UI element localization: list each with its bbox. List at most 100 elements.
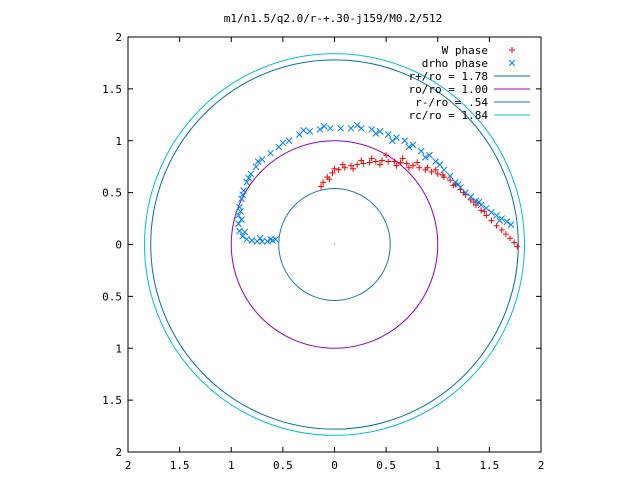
point-+-series-0 (378, 157, 385, 164)
point-x-series-1 (384, 131, 392, 138)
point-x-series-1 (422, 153, 429, 161)
y-tick-label: 2 (115, 446, 122, 459)
ticks: 2 1.5 1 0.5 0 0.5 1 1.5 221.510.500.511.52 (102, 31, 544, 472)
point-x-series-1 (507, 221, 515, 229)
point-x-series-1 (436, 161, 444, 168)
point-x-series-1 (258, 156, 266, 163)
point-+-series-0 (416, 164, 423, 171)
x-tick-label: 0.5 (376, 459, 396, 472)
point-x-series-1 (267, 149, 274, 157)
legend-swatch (509, 47, 515, 53)
point-+-series-0 (428, 168, 435, 175)
point-x-series-1 (451, 178, 459, 186)
point-x-series-1 (241, 228, 249, 236)
x-tick-label: 1 (228, 459, 235, 472)
x-tick-label: 0.5 (273, 459, 293, 472)
points (235, 121, 521, 250)
point-x-series-1 (245, 174, 253, 182)
point-+-series-0 (470, 198, 477, 205)
circle-1 (230, 140, 439, 349)
point-+-series-0 (450, 182, 457, 189)
point-x-series-1 (417, 147, 425, 155)
point-+-series-0 (483, 212, 490, 219)
point-+-series-0 (511, 239, 518, 246)
point-+-series-0 (403, 160, 410, 167)
point-+-series-0 (358, 157, 365, 164)
point-+-series-0 (439, 171, 446, 178)
y-tick-label: 1 (115, 342, 122, 355)
x-tick-label: 1.5 (479, 459, 499, 472)
point-+-series-0 (331, 165, 338, 172)
point-x-series-1 (247, 170, 255, 178)
point-x-series-1 (337, 124, 345, 132)
point-+-series-0 (385, 158, 392, 165)
point-x-series-1 (477, 201, 485, 209)
x-tick-label: 1.5 (170, 459, 190, 472)
legend-label: r-/ro = .54 (415, 96, 488, 109)
point-x-series-1 (488, 208, 495, 216)
circle-3 (144, 53, 525, 436)
legend-label: W phase (442, 44, 488, 57)
point-+-series-0 (354, 161, 361, 168)
point-x-series-1 (300, 127, 307, 134)
y-tick-label: 0.5 (102, 187, 122, 200)
point-x-series-1 (467, 193, 475, 201)
point-+-series-0 (502, 231, 509, 238)
x-tick-label: 0 (331, 459, 338, 472)
point-+-series-0 (472, 202, 479, 209)
point-+-series-0 (348, 162, 355, 169)
point-x-series-1 (238, 195, 245, 203)
point-x-series-1 (320, 122, 328, 130)
point-x-series-1 (243, 235, 251, 243)
point-+-series-0 (493, 222, 500, 229)
point-x-series-1 (388, 137, 396, 145)
point-x-series-1 (248, 236, 256, 244)
point-x-series-1 (239, 232, 246, 240)
x-tick-label: 2 (538, 459, 545, 472)
point-x-series-1 (235, 212, 242, 219)
point-+-series-0 (350, 165, 357, 172)
point-x-series-1 (264, 238, 271, 245)
point-+-series-0 (393, 162, 400, 169)
point-+-series-0 (507, 235, 514, 242)
point-+-series-0 (481, 208, 488, 215)
point-x-series-1 (426, 151, 433, 159)
circles (144, 53, 525, 436)
point-x-series-1 (252, 163, 260, 171)
legend-label: rc/ro = 1.84 (409, 109, 489, 122)
point-+-series-0 (360, 160, 367, 167)
circle-2 (278, 187, 391, 302)
point-x-series-1 (316, 125, 324, 133)
y-tick-label: 2 (115, 31, 122, 44)
point-+-series-0 (467, 196, 474, 203)
x-tick-label: 2 (125, 459, 132, 472)
point-+-series-0 (391, 158, 398, 165)
point-x-series-1 (503, 218, 511, 226)
legend-label: ro/ro = 1.00 (409, 83, 488, 96)
legend-swatch (508, 59, 516, 67)
point-+-series-0 (318, 183, 325, 190)
point-x-series-1 (493, 212, 500, 219)
point-x-series-1 (279, 139, 287, 147)
point-+-series-0 (498, 226, 505, 233)
point-x-series-1 (432, 158, 440, 165)
point-+-series-0 (399, 155, 406, 162)
point-x-series-1 (353, 121, 361, 129)
point-x-series-1 (482, 204, 490, 212)
point-x-series-1 (236, 227, 243, 235)
point-x-series-1 (267, 235, 274, 243)
point-x-series-1 (455, 180, 462, 188)
point-x-series-1 (238, 216, 245, 223)
point-x-series-1 (446, 172, 454, 180)
y-tick-label: 1 (115, 135, 122, 148)
y-tick-label: 1.5 (102, 83, 122, 96)
point-+-series-0 (488, 217, 495, 224)
circle-0 (150, 59, 519, 430)
point-x-series-1 (272, 235, 280, 243)
point-x-series-1 (440, 166, 448, 174)
origin-dot (333, 243, 336, 246)
point-x-series-1 (347, 124, 355, 132)
legend-label: r+/ro = 1.78 (409, 70, 488, 83)
